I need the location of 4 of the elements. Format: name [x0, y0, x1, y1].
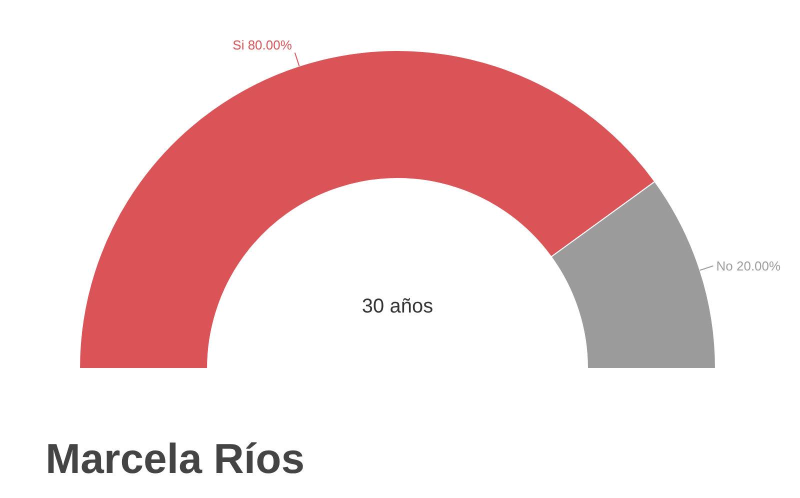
slice-label: No 20.00% [716, 258, 782, 274]
slice-label: Si 80.00% [232, 38, 292, 53]
text: 30 años [362, 296, 434, 318]
text: Marcela Ríos [46, 435, 305, 482]
